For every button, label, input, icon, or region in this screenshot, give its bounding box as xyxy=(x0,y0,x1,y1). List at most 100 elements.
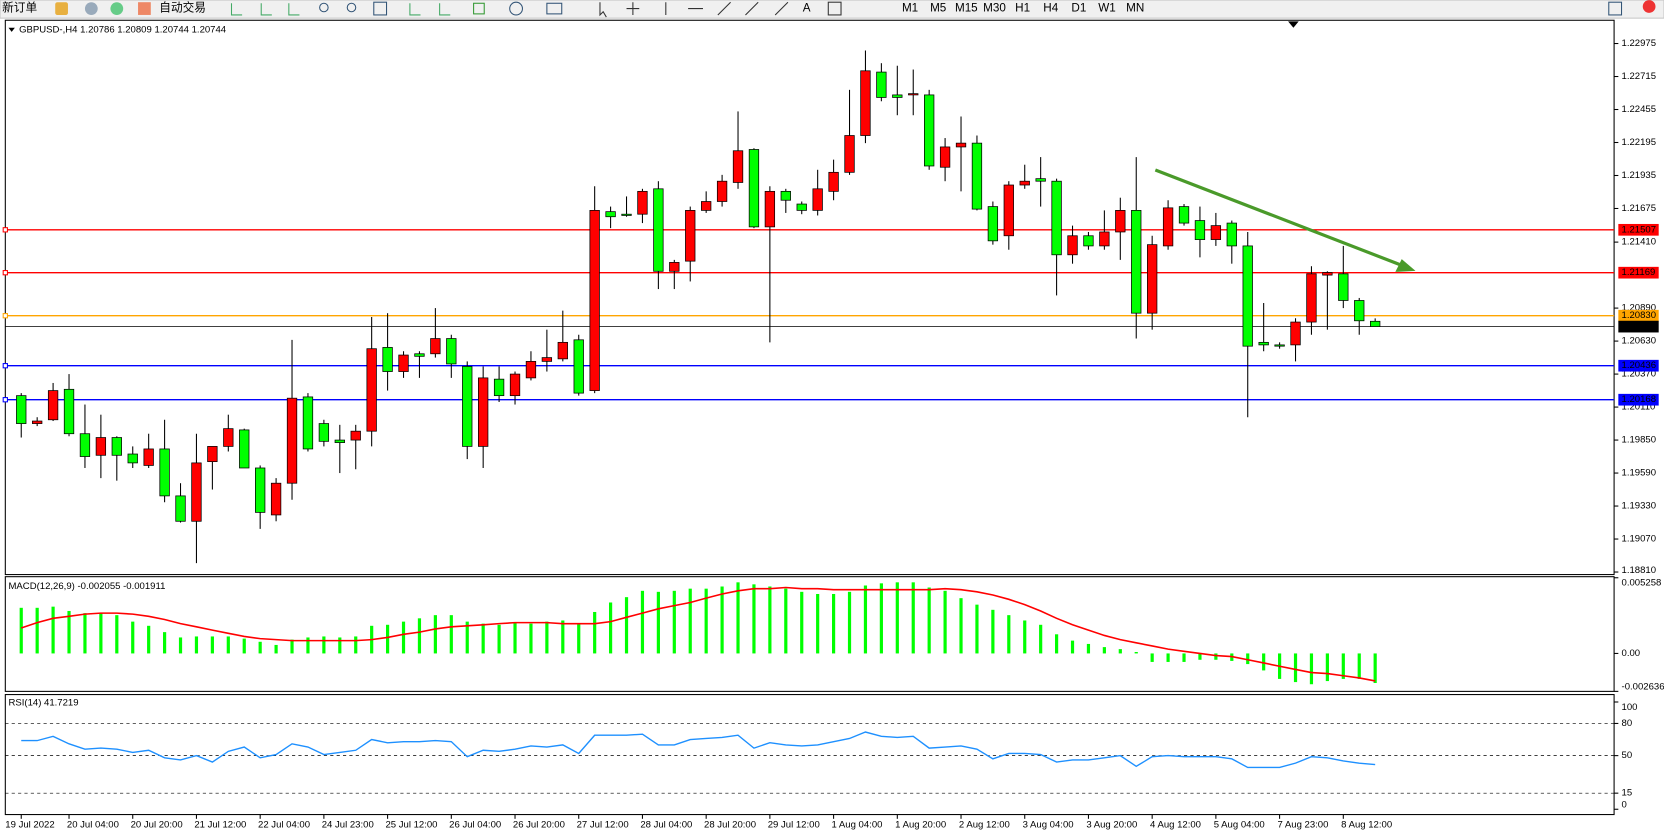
toolbar-icons[interactable] xyxy=(230,1,789,18)
candle-body xyxy=(685,210,696,262)
macd-bar xyxy=(1309,653,1314,685)
candle-body xyxy=(987,206,999,242)
timeframe-button[interactable]: M30 xyxy=(983,2,1006,15)
icon[interactable] xyxy=(546,2,563,15)
toolbar-button[interactable]: 新订单 xyxy=(2,1,37,15)
macd-bar xyxy=(991,609,995,654)
macd-bar xyxy=(911,582,915,654)
candle-body xyxy=(1083,235,1094,247)
candle-body xyxy=(1242,245,1253,347)
candle-body xyxy=(828,171,839,192)
icon[interactable] xyxy=(55,2,68,15)
timeframe-button[interactable]: W1 xyxy=(1098,2,1116,15)
macd-bar xyxy=(51,606,55,654)
macd-bar xyxy=(688,588,692,654)
macd-bar xyxy=(529,623,533,654)
macd-bar xyxy=(624,597,629,654)
timeframe-button[interactable]: M15 xyxy=(955,2,978,15)
macd-bar xyxy=(1118,649,1122,654)
macd-bar xyxy=(800,591,804,654)
icon[interactable] xyxy=(599,1,789,18)
y-tick-label: 50 xyxy=(1622,750,1633,761)
macd-bar xyxy=(545,621,549,654)
x-tick-label: 8 Aug 12:00 xyxy=(1341,820,1392,831)
timeframe-button[interactable]: M1 xyxy=(902,2,918,15)
macd-bar xyxy=(1373,653,1377,684)
icon[interactable] xyxy=(827,1,842,16)
icon[interactable] xyxy=(138,2,151,15)
level-label: 1.20436 xyxy=(1622,360,1657,371)
timeframe-button[interactable]: MN xyxy=(1126,2,1144,15)
candle-body xyxy=(127,453,138,464)
icon[interactable] xyxy=(473,2,485,15)
x-tick-label: 4 Aug 12:00 xyxy=(1150,820,1201,831)
candle-body xyxy=(318,423,330,442)
macd-bar xyxy=(959,598,963,654)
candle-body xyxy=(732,150,744,183)
candle-body xyxy=(47,390,59,421)
level-handle xyxy=(2,227,8,233)
macd-bar xyxy=(35,607,39,654)
candle-body xyxy=(1099,231,1110,247)
macd-bar xyxy=(481,623,485,654)
candle-body xyxy=(557,341,568,360)
candle-body xyxy=(573,339,584,394)
icon[interactable] xyxy=(319,2,329,13)
y-tick-label: 80 xyxy=(1622,718,1633,729)
candle-body xyxy=(1210,225,1222,240)
chart-title: GBPUSD-,H4 1.20786 1.20809 1.20744 1.207… xyxy=(19,24,227,35)
search-icon[interactable] xyxy=(1608,1,1623,16)
y-tick-label: 0.005258 xyxy=(1622,578,1662,589)
candle-body xyxy=(366,348,377,432)
timeframe-button[interactable]: H1 xyxy=(1015,2,1030,15)
y-tick-label: 1.22715 xyxy=(1622,71,1657,82)
x-tick-label: 7 Aug 23:00 xyxy=(1277,820,1328,831)
icon[interactable] xyxy=(110,2,124,15)
x-tick-label: 26 Jul 04:00 xyxy=(449,820,501,831)
candle-body xyxy=(302,396,314,450)
y-tick-label: 1.19850 xyxy=(1622,435,1657,446)
y-tick-label: 0.00 xyxy=(1622,648,1641,659)
candle-body xyxy=(63,388,75,435)
candle-body xyxy=(111,437,122,456)
icon[interactable] xyxy=(230,3,451,16)
icon[interactable] xyxy=(346,2,357,13)
candle-body xyxy=(605,211,616,218)
y-tick-label: 1.20370 xyxy=(1622,369,1657,380)
toolbar-button[interactable]: 自动交易 xyxy=(159,1,206,15)
macd-bar xyxy=(895,582,899,654)
candle-body xyxy=(1354,300,1365,322)
alert-icon[interactable] xyxy=(1642,0,1656,13)
macd-bar xyxy=(1341,653,1345,679)
candle-body xyxy=(175,495,186,522)
macd-bar xyxy=(927,587,931,654)
timeframe-button[interactable]: M5 xyxy=(930,2,946,15)
candle-body xyxy=(812,188,823,211)
macd-bar xyxy=(1357,653,1361,679)
candle-body xyxy=(1162,207,1174,247)
trend-line xyxy=(1154,168,1401,266)
icon-text[interactable]: A xyxy=(803,2,811,15)
macd-bar xyxy=(497,624,501,654)
candle-body xyxy=(1258,341,1269,346)
x-tick-label: 19 Jul 2022 xyxy=(5,820,54,831)
candle-body xyxy=(701,201,712,211)
candle-body xyxy=(924,94,935,167)
macd-bar xyxy=(417,618,422,654)
icon[interactable] xyxy=(509,1,523,16)
candle-body xyxy=(1115,210,1126,233)
candle-body xyxy=(446,338,457,365)
icon[interactable] xyxy=(373,1,388,16)
timeframe-button[interactable]: D1 xyxy=(1071,2,1086,15)
x-tick-label: 3 Aug 20:00 xyxy=(1086,820,1137,831)
macd-bar xyxy=(322,636,326,654)
x-tick-label: 20 Jul 20:00 xyxy=(131,820,183,831)
y-tick-label: 1.22195 xyxy=(1622,137,1657,148)
macd-bar xyxy=(1102,647,1106,654)
candle-body xyxy=(270,482,282,516)
icon[interactable] xyxy=(84,2,98,15)
timeframe-button[interactable]: H4 xyxy=(1043,2,1058,15)
